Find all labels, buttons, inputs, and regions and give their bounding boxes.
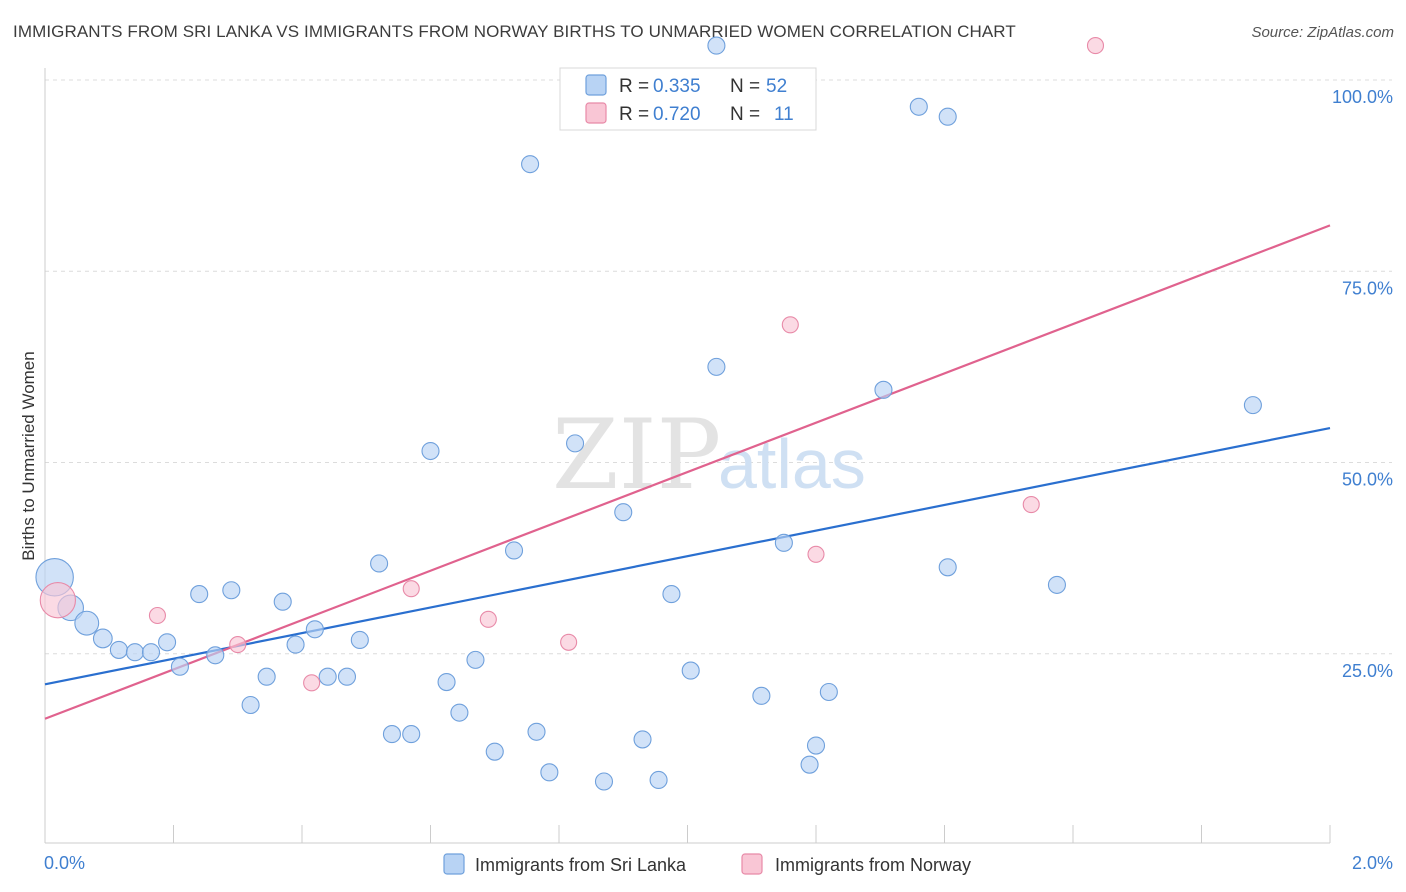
point-sri-lanka: [170, 657, 189, 676]
point-sri-lanka: [1047, 575, 1066, 594]
legend-n-label: N =: [730, 76, 760, 97]
x-tick-label-min: 0.0%: [44, 853, 85, 873]
point-sri-lanka: [305, 620, 324, 639]
point-norway: [560, 633, 578, 651]
point-sri-lanka: [125, 643, 144, 662]
legend-n-value: 52: [766, 76, 787, 97]
trend-line-sri-lanka: [44, 426, 1331, 686]
point-sri-lanka: [521, 155, 540, 174]
point-sri-lanka: [800, 755, 819, 774]
y-tick-label: 75.0%: [1342, 278, 1393, 298]
legend-row-norway: R = 0.720 N = 11: [585, 102, 794, 125]
trend-lines: [44, 224, 1331, 720]
bottom-legend-label-sri-lanka: Immigrants from Sri Lanka: [475, 855, 687, 875]
chart-title: IMMIGRANTS FROM SRI LANKA VS IMMIGRANTS …: [13, 22, 1016, 41]
point-sri-lanka: [318, 667, 337, 686]
point-sri-lanka: [527, 722, 546, 741]
point-sri-lanka: [633, 730, 652, 749]
point-norway: [1086, 37, 1105, 55]
legend-n-label: N =: [730, 104, 760, 125]
point-sri-lanka: [649, 770, 668, 790]
y-tick-label: 100.0%: [1332, 87, 1393, 107]
point-norway: [1022, 496, 1040, 514]
point-sri-lanka: [337, 667, 357, 686]
point-sri-lanka: [109, 640, 128, 659]
watermark-zip: ZIP: [552, 399, 721, 511]
point-sri-lanka: [74, 610, 100, 636]
point-sri-lanka: [614, 503, 633, 522]
point-sri-lanka: [437, 673, 456, 692]
point-sri-lanka: [1243, 396, 1262, 415]
legend: R = 0.335 N = 52 R = 0.720 N = 11: [559, 67, 817, 131]
point-sri-lanka: [707, 36, 726, 55]
legend-r-value: 0.335: [653, 76, 701, 97]
bottom-legend-swatch-norway: [741, 853, 763, 875]
point-sri-lanka: [370, 554, 389, 573]
point-norway: [148, 606, 166, 625]
legend-r-label: R =: [619, 76, 649, 97]
point-sri-lanka: [938, 558, 957, 577]
point-sri-lanka: [909, 97, 928, 116]
point-sri-lanka: [540, 763, 559, 782]
y-axis-title: Births to Unmarried Women: [19, 351, 38, 560]
point-sri-lanka: [662, 585, 681, 604]
point-norway: [479, 610, 497, 628]
legend-r-value: 0.720: [653, 104, 701, 125]
bottom-legend-label-norway: Immigrants from Norway: [775, 855, 971, 875]
axes: [44, 68, 1330, 844]
legend-row-sri-lanka: R = 0.335 N = 52: [585, 74, 787, 97]
point-sri-lanka: [774, 533, 793, 552]
trend-line-norway: [44, 224, 1331, 720]
point-sri-lanka: [504, 541, 524, 560]
point-sri-lanka: [485, 742, 504, 761]
legend-r-label: R =: [619, 104, 649, 125]
point-sri-lanka: [566, 434, 585, 453]
watermark: ZIP atlas: [552, 399, 866, 511]
point-sri-lanka: [450, 703, 469, 722]
point-sri-lanka: [806, 736, 826, 755]
point-sri-lanka: [938, 107, 957, 126]
point-sri-lanka: [206, 646, 225, 665]
watermark-atlas: atlas: [718, 425, 866, 503]
point-sri-lanka: [402, 725, 421, 744]
bottom-legend-swatch-sri-lanka: [443, 853, 465, 875]
point-sri-lanka: [874, 380, 893, 399]
data-points: [35, 36, 1262, 791]
tick-labels: 25.0% 50.0% 75.0% 100.0% 0.0% 2.0%: [44, 87, 1393, 873]
point-sri-lanka: [241, 695, 260, 715]
legend-swatch-norway: [585, 102, 607, 124]
chart-source: Source: ZipAtlas.com: [1251, 24, 1394, 41]
y-tick-label: 50.0%: [1342, 470, 1393, 490]
y-tick-label: 25.0%: [1342, 661, 1393, 681]
gridlines: [44, 79, 1392, 843]
legend-swatch-sri-lanka: [585, 74, 607, 96]
point-norway: [39, 582, 77, 619]
point-sri-lanka: [466, 650, 485, 669]
point-sri-lanka: [273, 592, 292, 611]
point-sri-lanka: [752, 686, 771, 705]
point-sri-lanka: [350, 630, 369, 650]
legend-n-value: 11: [774, 104, 794, 125]
point-sri-lanka: [681, 661, 700, 680]
point-sri-lanka: [286, 635, 305, 654]
point-sri-lanka: [158, 633, 177, 652]
point-sri-lanka: [190, 585, 209, 604]
point-sri-lanka: [222, 581, 241, 600]
x-tick-label-max: 2.0%: [1352, 853, 1393, 873]
point-sri-lanka: [382, 725, 402, 744]
point-norway: [303, 674, 321, 692]
bottom-legend: Immigrants from Sri Lanka Immigrants fro…: [443, 853, 971, 875]
point-norway: [229, 636, 247, 654]
point-sri-lanka: [92, 628, 113, 649]
point-norway: [807, 545, 825, 563]
point-sri-lanka: [707, 357, 726, 376]
point-sri-lanka: [819, 682, 838, 702]
point-sri-lanka: [594, 772, 614, 791]
point-sri-lanka: [141, 643, 161, 662]
point-norway: [781, 316, 799, 334]
point-sri-lanka: [257, 667, 276, 686]
point-sri-lanka: [421, 441, 440, 461]
point-norway: [402, 580, 420, 598]
